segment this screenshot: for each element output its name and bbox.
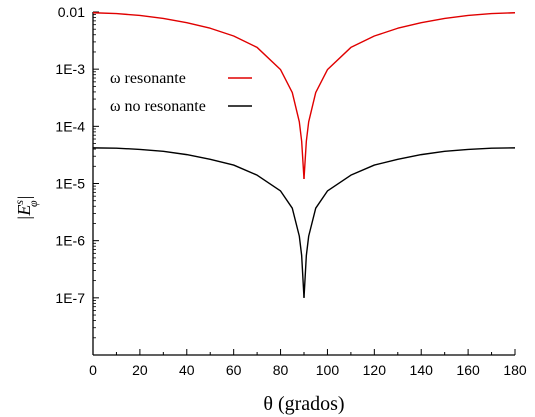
y-tick-label: 0.01 [58, 4, 85, 20]
y-axis-label: |Esφ| [12, 195, 40, 220]
x-tick-label: 0 [89, 362, 97, 378]
series-line-no-resonante-left [92, 147, 305, 298]
x-tick-label: 180 [503, 362, 527, 378]
x-tick-label: 160 [456, 362, 480, 378]
x-axis-label: θ (grados) [263, 393, 344, 415]
series-line-resonante-right [303, 12, 516, 180]
y-axis-label-sup: s [12, 200, 26, 205]
y-tick-label: 1E-5 [55, 176, 85, 192]
series-line-no-resonante-right [303, 147, 516, 298]
y-axis-label-sub: φ [26, 200, 40, 207]
svg-text:|Esφ|: |Esφ| [12, 195, 40, 220]
x-tick-label: 140 [410, 362, 434, 378]
x-tick-label: 60 [226, 362, 242, 378]
y-tick-label: 1E-6 [55, 233, 85, 249]
x-tick-label: 20 [132, 362, 148, 378]
y-tick-label: 1E-7 [55, 290, 85, 306]
x-tick-label: 80 [273, 362, 289, 378]
x-tick-label: 120 [363, 362, 387, 378]
x-tick-label: 40 [179, 362, 195, 378]
y-tick-label: 1E-3 [55, 61, 85, 77]
series-line-resonante-left [92, 12, 305, 180]
legend-item-resonante-label: ω resonante [110, 70, 186, 87]
legend-item-no-resonante-label: ω no resonante [110, 98, 206, 115]
x-tick-label: 100 [316, 362, 340, 378]
y-tick-label: 1E-4 [55, 118, 85, 134]
y-axis-label-main: |E [14, 205, 34, 221]
y-axis-label-close: | [14, 195, 34, 200]
